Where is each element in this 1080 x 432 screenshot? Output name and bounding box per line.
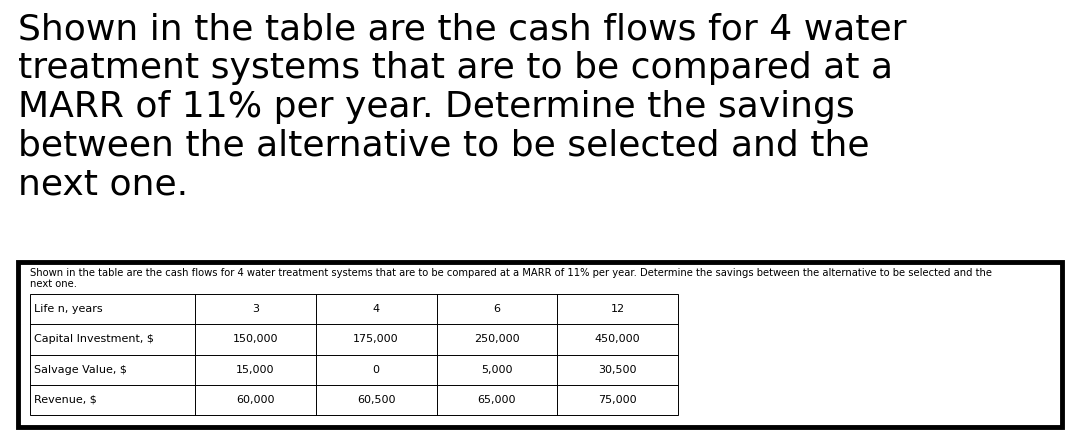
Text: 175,000: 175,000 [353, 334, 399, 344]
Bar [30, 294, 678, 415]
Text: 250,000: 250,000 [474, 334, 519, 344]
Bar [18, 262, 1062, 427]
Text: 3: 3 [252, 304, 259, 314]
Text: 65,000: 65,000 [477, 395, 516, 405]
Text: 5,000: 5,000 [481, 365, 513, 375]
Text: 60,500: 60,500 [356, 395, 395, 405]
Text: 150,000: 150,000 [232, 334, 279, 344]
Text: Life n, years: Life n, years [33, 304, 103, 314]
Text: Shown in the table are the cash flows for 4 water treatment systems that are to : Shown in the table are the cash flows fo… [30, 268, 993, 278]
Text: Revenue, $: Revenue, $ [33, 395, 97, 405]
Text: Salvage Value, $: Salvage Value, $ [33, 365, 126, 375]
Text: 60,000: 60,000 [237, 395, 274, 405]
Text: next one.: next one. [30, 279, 77, 289]
Text: 6: 6 [494, 304, 500, 314]
Text: Capital Investment, $: Capital Investment, $ [33, 334, 153, 344]
Text: 12: 12 [610, 304, 624, 314]
Text: 450,000: 450,000 [595, 334, 640, 344]
Text: 30,500: 30,500 [598, 365, 637, 375]
Text: Shown in the table are the cash flows for 4 water
treatment systems that are to : Shown in the table are the cash flows fo… [18, 12, 906, 201]
Text: 75,000: 75,000 [598, 395, 637, 405]
Text: 15,000: 15,000 [237, 365, 274, 375]
Text: 4: 4 [373, 304, 380, 314]
Text: 0: 0 [373, 365, 380, 375]
